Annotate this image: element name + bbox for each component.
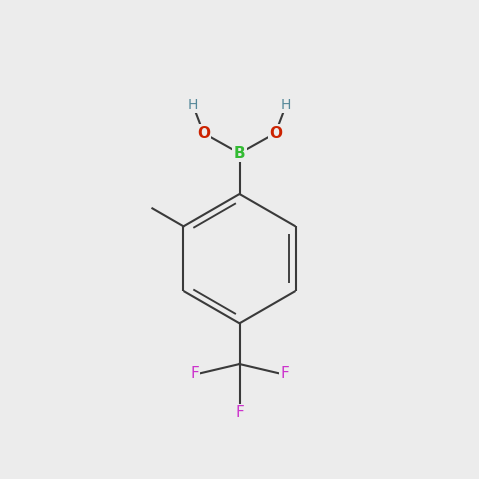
Text: H: H [281,98,291,113]
Text: H: H [188,98,198,113]
Text: B: B [234,146,245,161]
Text: O: O [197,125,210,141]
Text: F: F [235,405,244,420]
Text: F: F [190,366,199,381]
Text: F: F [280,366,289,381]
Text: O: O [269,125,282,141]
